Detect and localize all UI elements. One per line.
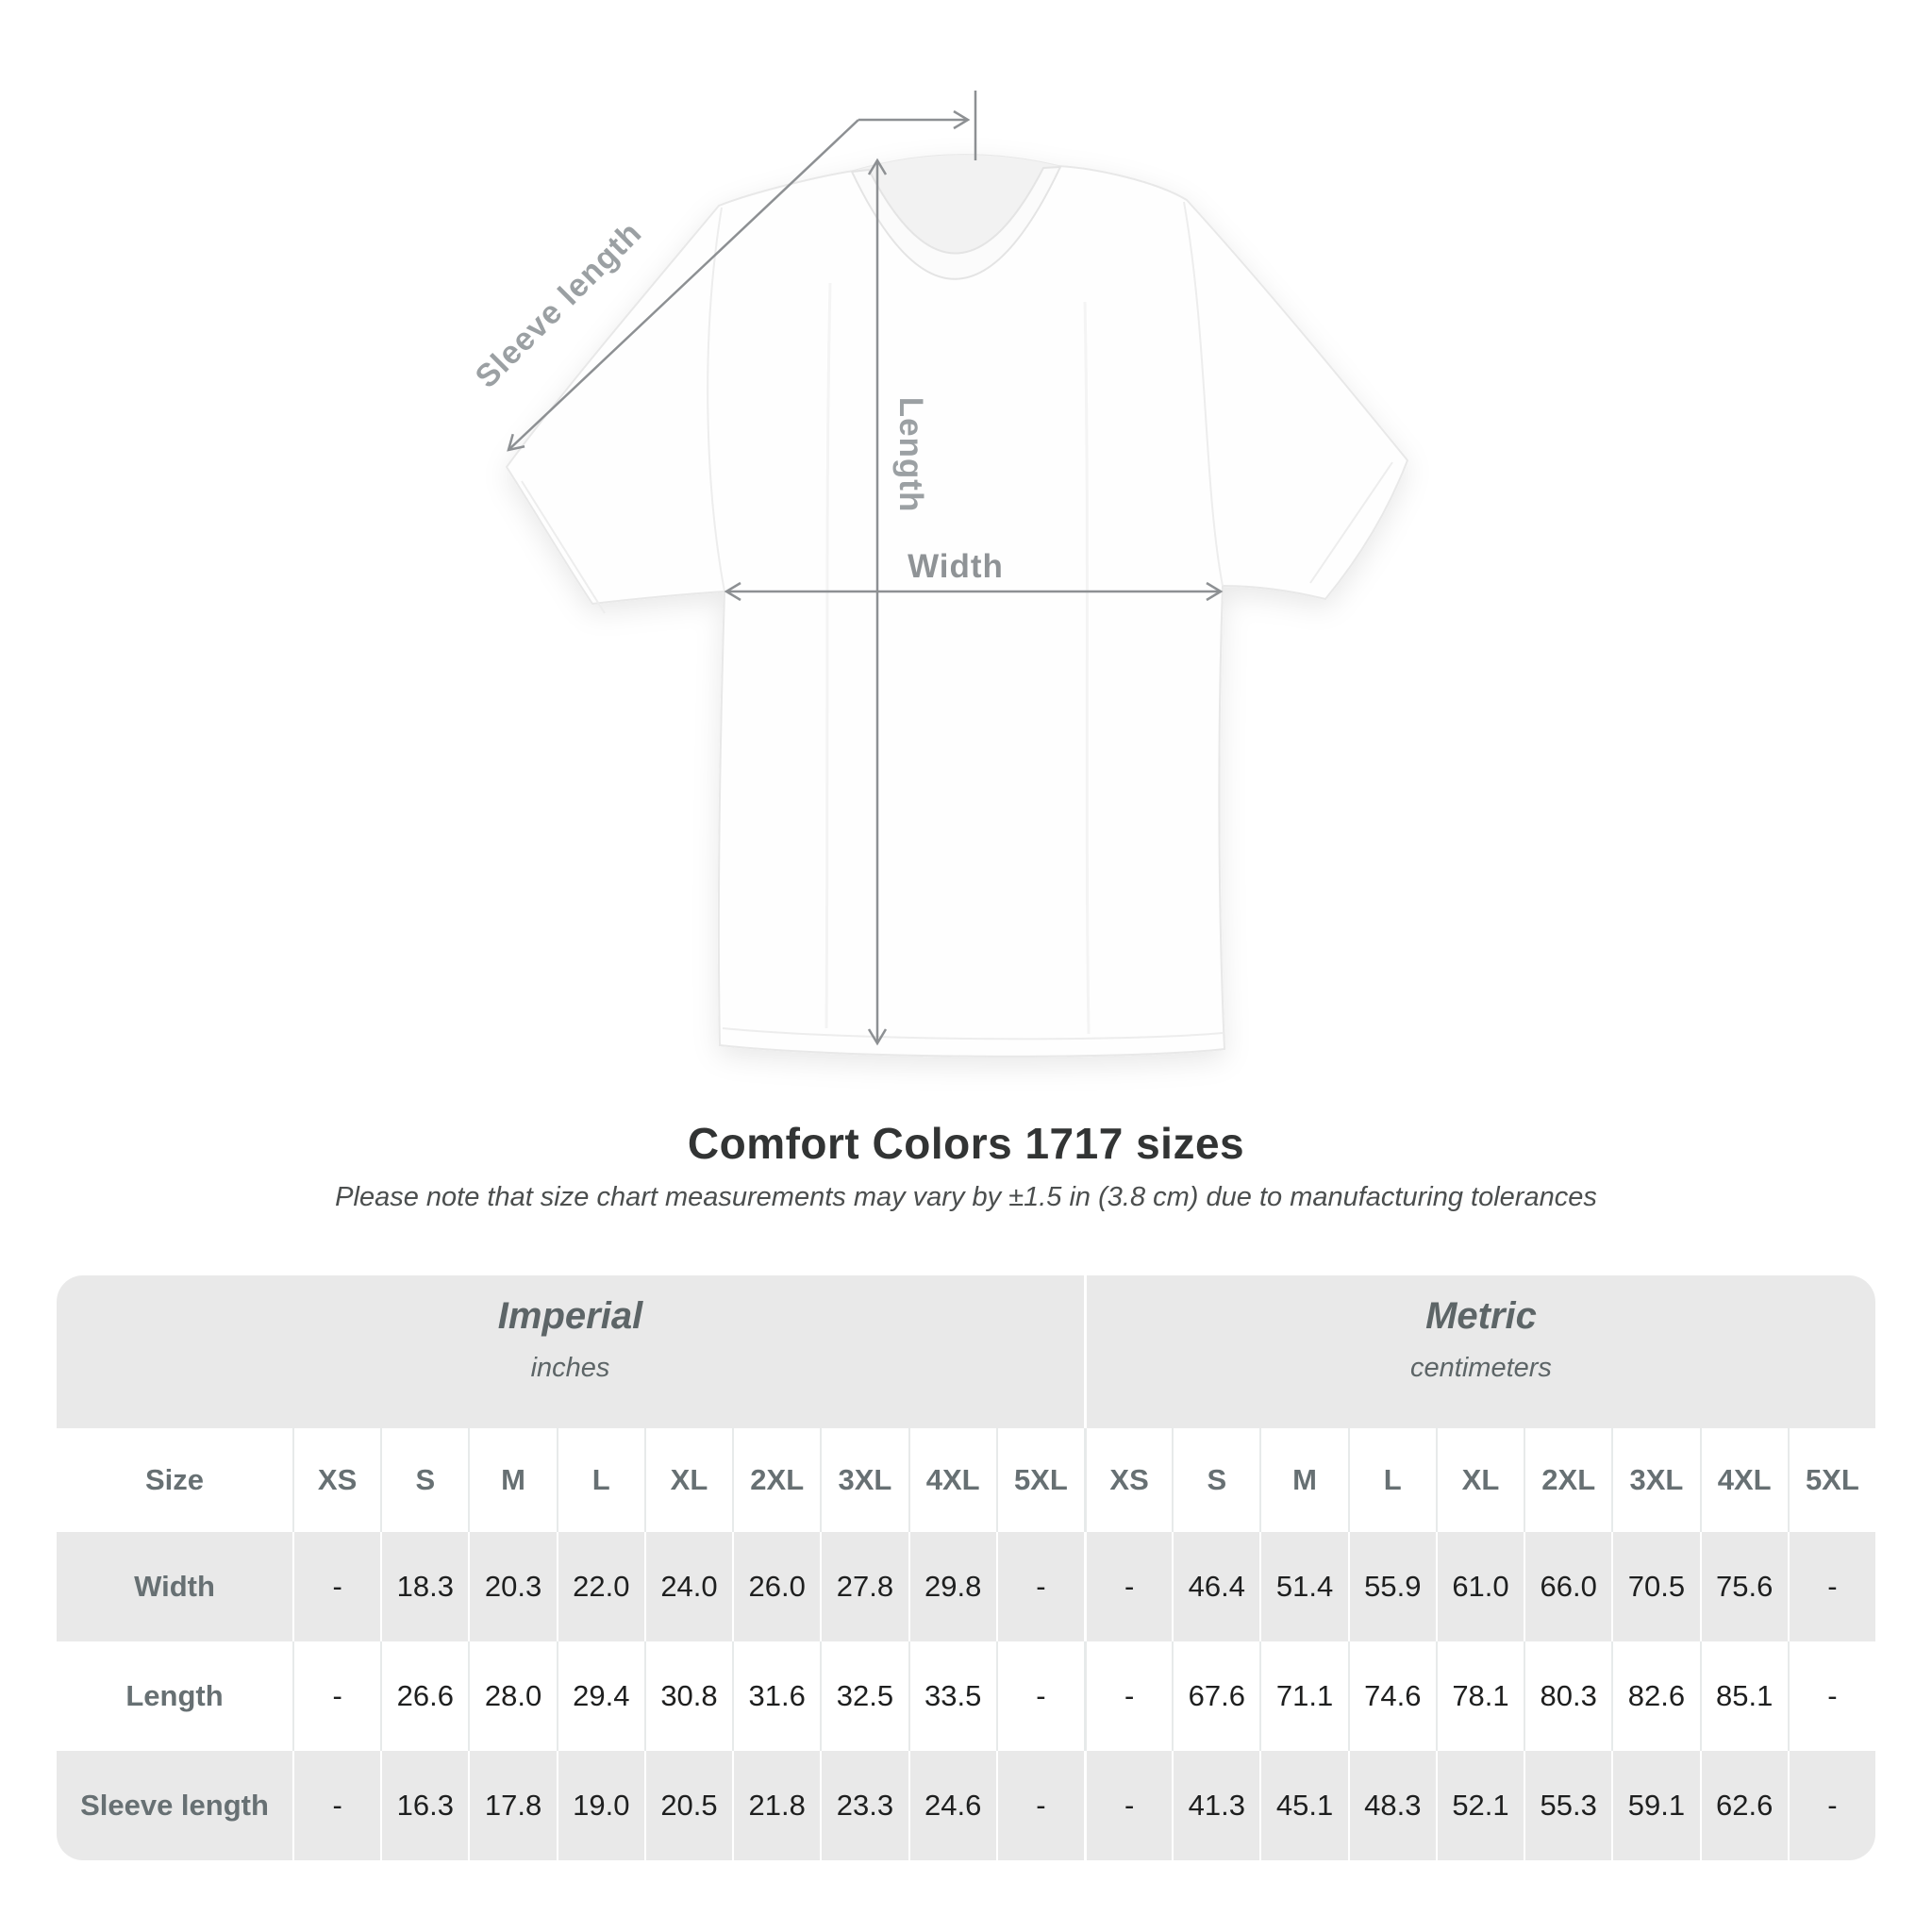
table-cell: - (292, 1532, 381, 1641)
table-cell: 78.1 (1435, 1641, 1524, 1751)
table-cell: 41.3 (1172, 1751, 1260, 1860)
size-header-metric-3xl: 3XL (1611, 1428, 1700, 1532)
table-cell: 52.1 (1435, 1751, 1524, 1860)
crease-lines (824, 282, 1091, 1035)
table-cell: 26.6 (380, 1641, 469, 1751)
size-header-imperial-2xl: 2XL (732, 1428, 821, 1532)
table-cell: 32.5 (820, 1641, 908, 1751)
metric-units: centimeters (1410, 1353, 1552, 1383)
table-cell: 55.3 (1524, 1751, 1612, 1860)
size-header-imperial-xs: XS (292, 1428, 381, 1532)
table-cell: 27.8 (820, 1532, 908, 1641)
sleeve-length-arrow (507, 119, 859, 452)
table-cell: 29.8 (908, 1532, 996, 1641)
table-cell: 24.0 (643, 1532, 733, 1641)
table-cell: 26.0 (732, 1532, 821, 1641)
table-cell: 61.0 (1435, 1532, 1524, 1641)
row-label: Length (57, 1641, 292, 1751)
table-cell: 21.8 (732, 1751, 821, 1860)
table-cell: 48.3 (1347, 1751, 1436, 1860)
size-header-imperial-3xl: 3XL (820, 1428, 908, 1532)
table-cell: 59.1 (1611, 1751, 1700, 1860)
table-cell: 75.6 (1699, 1532, 1788, 1641)
table-cell: - (1787, 1751, 1875, 1860)
table-cell: - (1083, 1641, 1173, 1751)
table-cell: 66.0 (1524, 1532, 1612, 1641)
table-cell: 19.0 (556, 1751, 644, 1860)
table-cell: 51.4 (1259, 1532, 1348, 1641)
table-cell: 16.3 (380, 1751, 469, 1860)
imperial-label: Imperial (497, 1295, 643, 1337)
table-cell: - (995, 1641, 1084, 1751)
table-cell: 80.3 (1524, 1641, 1612, 1751)
table-cell: 85.1 (1699, 1641, 1788, 1751)
table-cell: 24.6 (908, 1751, 996, 1860)
table-cell: 33.5 (908, 1641, 996, 1751)
row-label: Width (57, 1532, 292, 1641)
table-cell: - (1787, 1532, 1875, 1641)
tolerance-note: Please note that size chart measurements… (335, 1182, 1597, 1212)
table-cell: 30.8 (643, 1641, 733, 1751)
table-cell: 62.6 (1699, 1751, 1788, 1860)
metric-header: Metric centimeters (1083, 1275, 1875, 1428)
table-cell: 45.1 (1259, 1751, 1348, 1860)
table-cell: - (995, 1751, 1084, 1860)
table-cell: - (1787, 1641, 1875, 1751)
metric-label: Metric (1425, 1295, 1537, 1337)
size-header-imperial-l: L (556, 1428, 644, 1532)
length-label: Length (892, 397, 929, 513)
table-cell: 46.4 (1172, 1532, 1260, 1641)
tshirt-diagram: Sleeve length Length Width (469, 91, 1409, 1058)
table-cell: 17.8 (468, 1751, 557, 1860)
size-header-metric-xl: XL (1435, 1428, 1524, 1532)
size-table: Imperial inches Metric centimeters Size X… (57, 1275, 1875, 1860)
size-header-imperial-m: M (468, 1428, 557, 1532)
size-column-header: Size (57, 1428, 292, 1532)
table-cell: - (292, 1751, 381, 1860)
size-header-imperial-4xl: 4XL (908, 1428, 996, 1532)
table-cell: 82.6 (1611, 1641, 1700, 1751)
table-cell: 70.5 (1611, 1532, 1700, 1641)
row-label: Sleeve length (57, 1751, 292, 1860)
size-header-metric-s: S (1172, 1428, 1260, 1532)
imperial-header: Imperial inches (57, 1275, 1084, 1428)
tshirt-shape (505, 154, 1409, 1058)
measure-lines (507, 91, 1224, 1046)
table-cell: 20.5 (643, 1751, 733, 1860)
size-header-metric-m: M (1259, 1428, 1348, 1532)
width-label: Width (908, 548, 1004, 585)
seam-lines (521, 201, 1393, 1041)
table-cell: 23.3 (820, 1751, 908, 1860)
size-header-metric-l: L (1347, 1428, 1436, 1532)
table-cell: - (1083, 1532, 1173, 1641)
imperial-units: inches (530, 1353, 610, 1383)
table-cell: - (1083, 1751, 1173, 1860)
tshirt-illustration (505, 154, 1409, 1058)
table-cell: 20.3 (468, 1532, 557, 1641)
table-cell: 67.6 (1172, 1641, 1260, 1751)
size-header-metric-5xl: 5XL (1787, 1428, 1875, 1532)
size-header-metric-4xl: 4XL (1699, 1428, 1788, 1532)
collar-band (850, 165, 1062, 280)
size-header-imperial-s: S (380, 1428, 469, 1532)
size-header-metric-2xl: 2XL (1524, 1428, 1612, 1532)
table-cell: 74.6 (1347, 1641, 1436, 1751)
table-cell: 71.1 (1259, 1641, 1348, 1751)
table-cell: - (292, 1641, 381, 1751)
size-header-imperial-xl: XL (643, 1428, 733, 1532)
table-cell: 28.0 (468, 1641, 557, 1751)
table-cell: 55.9 (1347, 1532, 1436, 1641)
table-cell: 29.4 (556, 1641, 644, 1751)
table-cell: 22.0 (556, 1532, 644, 1641)
table-cell: 31.6 (732, 1641, 821, 1751)
table-cell: - (995, 1532, 1084, 1641)
size-header-metric-xs: XS (1083, 1428, 1173, 1532)
table-cell: 18.3 (380, 1532, 469, 1641)
size-header-imperial-5xl: 5XL (995, 1428, 1084, 1532)
chart-title: Comfort Colors 1717 sizes (687, 1119, 1245, 1168)
